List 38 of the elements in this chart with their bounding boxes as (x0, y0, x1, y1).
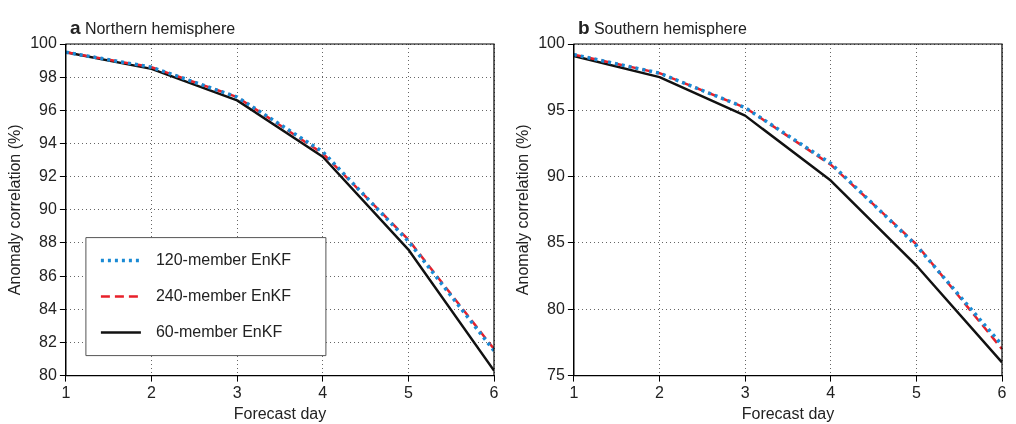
x-tick-label: 1 (61, 383, 71, 401)
x-axis-title: Forecast day (741, 404, 835, 422)
y-tick-label: 88 (39, 233, 57, 251)
y-tick-label: 75 (547, 366, 565, 384)
x-tick-label: 3 (232, 383, 242, 401)
x-tick-label: 2 (147, 383, 157, 401)
y-tick-label: 80 (39, 366, 57, 384)
y-tick-label: 90 (39, 200, 57, 218)
x-tick-label: 4 (826, 383, 836, 401)
y-axis-title: Anomaly correlation (%) (6, 124, 24, 296)
y-tick-label: 84 (39, 299, 57, 317)
y-tick-label: 100 (30, 34, 57, 52)
y-tick-label: 95 (547, 100, 565, 118)
y-tick-label: 96 (39, 100, 57, 118)
x-tick-label: 2 (655, 383, 665, 401)
x-tick-label: 5 (911, 383, 921, 401)
y-tick-label: 92 (39, 167, 57, 185)
y-axis-title: Anomaly correlation (%) (514, 124, 532, 296)
chart-title: a Northern hemisphere (69, 17, 236, 38)
y-tick-label: 85 (547, 233, 565, 251)
y-tick-label: 98 (39, 67, 57, 85)
legend-label: 240-member EnKF (155, 287, 292, 305)
y-tick-label: 100 (538, 34, 565, 52)
y-tick-label: 80 (547, 299, 565, 317)
x-tick-label: 6 (489, 383, 499, 401)
chart-title: b Southern hemisphere (577, 17, 748, 38)
legend-label: 60-member EnKF (155, 323, 283, 341)
y-tick-label: 94 (39, 133, 57, 151)
x-tick-label: 6 (997, 383, 1007, 401)
x-tick-label: 1 (569, 383, 579, 401)
x-tick-label: 3 (740, 383, 750, 401)
x-tick-label: 4 (318, 383, 328, 401)
x-axis-title: Forecast day (233, 404, 327, 422)
legend-label: 120-member EnKF (155, 251, 292, 269)
y-tick-label: 86 (39, 266, 57, 284)
x-tick-label: 5 (403, 383, 413, 401)
y-tick-label: 82 (39, 332, 57, 350)
y-tick-label: 90 (547, 167, 565, 185)
